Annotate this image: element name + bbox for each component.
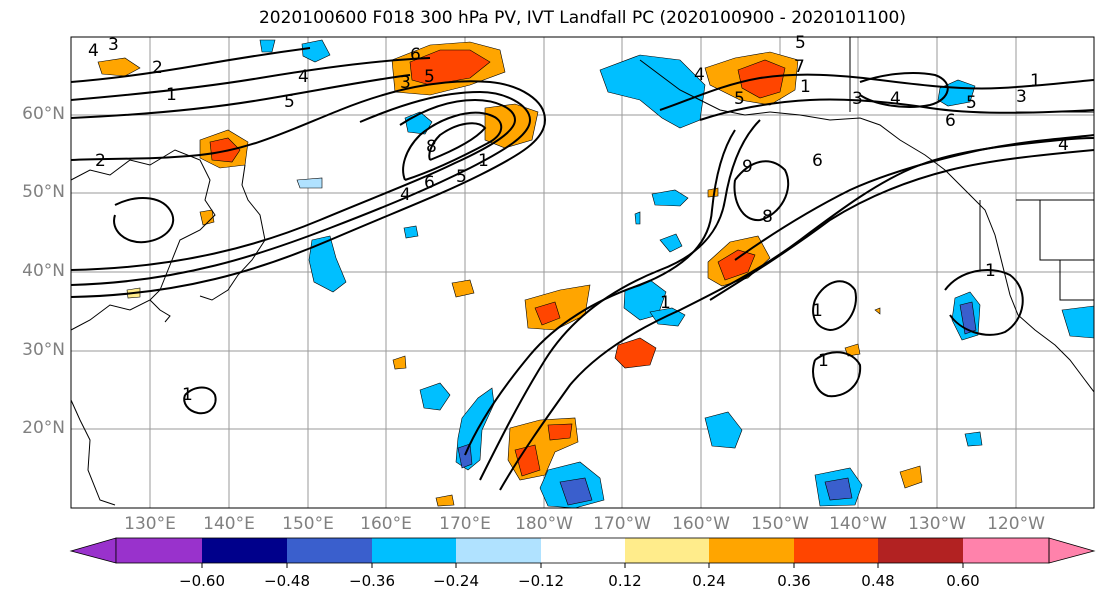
contour-label: 4 bbox=[694, 65, 705, 85]
gridlines bbox=[71, 37, 1094, 508]
contour-label: 2 bbox=[95, 151, 106, 171]
contour-label: 8 bbox=[762, 207, 773, 227]
contour-label: 5 bbox=[734, 89, 745, 109]
contour-label: 5 bbox=[284, 92, 295, 112]
contour-label: 1 bbox=[812, 301, 823, 321]
contour-label: 3 bbox=[108, 35, 119, 55]
colorbar-bin-9 bbox=[794, 538, 878, 563]
colorbar-bin-1 bbox=[116, 538, 202, 563]
map-frame bbox=[70, 36, 1095, 509]
colorbar-tick-label: −0.60 bbox=[179, 572, 225, 590]
pv-contour-labels: 4 3 2 1 2 5 4 6 3 5 4 6 5 8 1 9 8 5 4 7 … bbox=[88, 33, 1069, 405]
contour-label: 4 bbox=[1058, 135, 1069, 155]
contour-label: 4 bbox=[88, 41, 99, 61]
contour-label: 5 bbox=[966, 93, 977, 113]
contour-label: 4 bbox=[890, 89, 901, 109]
colorbar-bin-5 bbox=[456, 538, 541, 563]
colorbar-tick-label: 0.60 bbox=[946, 572, 980, 590]
contour-label: 9 bbox=[742, 157, 753, 177]
contour-label: 1 bbox=[818, 351, 829, 371]
contour-label: 6 bbox=[424, 173, 435, 193]
lat-label: 20°N bbox=[22, 418, 65, 438]
lat-label: 60°N bbox=[22, 104, 65, 124]
pv-contours bbox=[71, 47, 1094, 491]
lon-label: 150°W bbox=[751, 514, 809, 534]
contour-label: 1 bbox=[660, 293, 671, 313]
contour-label: 4 bbox=[400, 185, 411, 205]
lon-label: 140°W bbox=[829, 514, 887, 534]
colorbar bbox=[69, 537, 1096, 568]
contour-label: 5 bbox=[795, 33, 806, 53]
lon-label: 180°W bbox=[515, 514, 573, 534]
contour-label: 1 bbox=[478, 151, 489, 171]
colorbar-tick-label: −0.36 bbox=[349, 572, 395, 590]
lon-label: 170°W bbox=[593, 514, 651, 534]
contour-label: 1 bbox=[1030, 71, 1041, 91]
contour-label: 6 bbox=[410, 45, 421, 65]
contour-label: 4 bbox=[298, 67, 309, 87]
colorbar-tick-label: 0.12 bbox=[608, 572, 642, 590]
contour-label: 1 bbox=[800, 77, 811, 97]
contour-label: 6 bbox=[812, 151, 823, 171]
colorbar-tick-label: 0.24 bbox=[692, 572, 726, 590]
contour-label: 1 bbox=[985, 261, 996, 281]
colorbar-extend-low bbox=[69, 537, 117, 564]
lon-label: 140°E bbox=[203, 514, 255, 534]
lon-label: 150°E bbox=[282, 514, 334, 534]
contour-label: 1 bbox=[182, 385, 193, 405]
contour-label: 8 bbox=[426, 137, 437, 157]
contour-label: 3 bbox=[852, 89, 863, 109]
lon-label: 160°E bbox=[360, 514, 412, 534]
figure-title: 2020100600 F018 300 hPa PV, IVT Landfall… bbox=[258, 8, 906, 28]
lon-label: 130°W bbox=[908, 514, 966, 534]
lon-label: 130°E bbox=[124, 514, 176, 534]
contour-label: 5 bbox=[424, 67, 435, 87]
contour-label: 3 bbox=[1016, 87, 1027, 107]
contour-label: 7 bbox=[794, 57, 805, 77]
colorbar-tick-label: 0.36 bbox=[777, 572, 811, 590]
colorbar-bin-6 bbox=[541, 538, 625, 563]
lat-label: 50°N bbox=[22, 182, 65, 202]
colorbar-extend-high bbox=[1048, 537, 1096, 564]
colorbar-bin-3 bbox=[287, 538, 372, 563]
colorbar-bin-10 bbox=[878, 538, 963, 563]
colorbar-tick-label: −0.24 bbox=[433, 572, 479, 590]
contour-label: 2 bbox=[152, 58, 163, 78]
colorbar-bin-7 bbox=[625, 538, 709, 563]
lat-label: 40°N bbox=[22, 261, 65, 281]
lon-label: 120°W bbox=[987, 514, 1045, 534]
colorbar-tick-label: 0.48 bbox=[861, 572, 895, 590]
contour-label: 5 bbox=[456, 167, 467, 187]
colorbar-tick-label: −0.12 bbox=[518, 572, 564, 590]
lon-label: 170°E bbox=[439, 514, 491, 534]
colorbar-bin-8 bbox=[709, 538, 794, 563]
contour-label: 1 bbox=[166, 85, 177, 105]
contour-label: 3 bbox=[400, 73, 411, 93]
colorbar-tick-label: −0.48 bbox=[264, 572, 310, 590]
contour-label: 6 bbox=[945, 111, 956, 131]
lat-label: 30°N bbox=[22, 340, 65, 360]
ivt-negative-anomalies bbox=[259, 39, 1094, 508]
colorbar-bin-2 bbox=[202, 538, 287, 563]
colorbar-bin-4 bbox=[372, 538, 456, 563]
colorbar-bin-11 bbox=[963, 538, 1049, 563]
lon-label: 160°W bbox=[672, 514, 730, 534]
